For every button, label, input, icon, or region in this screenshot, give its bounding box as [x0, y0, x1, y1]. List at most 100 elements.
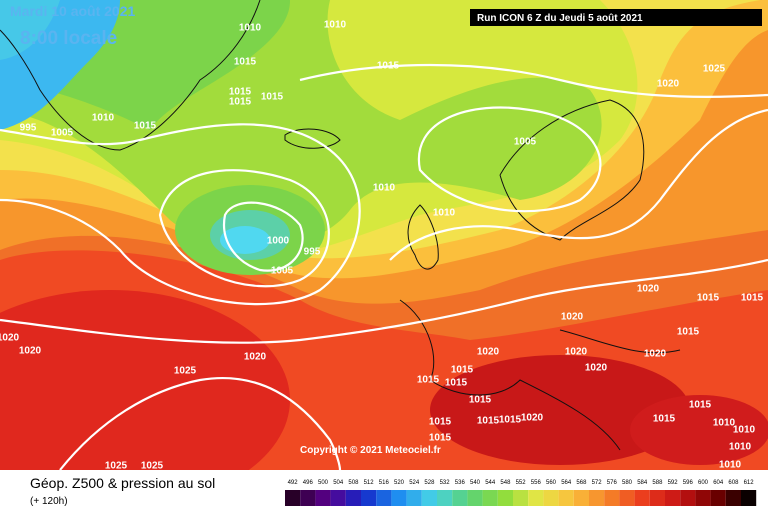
scale-label: 508 — [348, 480, 359, 486]
run: Run ICON 6 Z du Jeudi 5 août 2021 — [477, 13, 643, 24]
scale-label: 612 — [744, 480, 755, 486]
isobar-label: 1015 — [697, 293, 720, 304]
scale-swatch — [649, 490, 665, 506]
footer-title: Géop. Z500 & pression au sol — [30, 475, 215, 491]
scale-swatch — [741, 490, 757, 506]
isobar-label: 1020 — [0, 333, 20, 344]
isobar-label: 1020 — [477, 347, 500, 358]
isobar-label: 995 — [20, 123, 37, 134]
scale-label: 592 — [668, 480, 679, 486]
scale-swatch — [680, 490, 696, 506]
isobar-label: 1015 — [261, 92, 284, 103]
scale-swatch — [573, 490, 589, 506]
scale-swatch — [604, 490, 620, 506]
isobar-label: 1020 — [657, 79, 680, 90]
isobar-label: 1015 — [417, 375, 440, 386]
isobar-label: 1025 — [105, 461, 128, 472]
isobar-label: 1015 — [653, 414, 676, 425]
scale-label: 564 — [561, 480, 572, 486]
isobar-label: 1020 — [244, 352, 267, 363]
isobar-label: 1015 — [229, 87, 252, 98]
scale-swatch — [543, 490, 559, 506]
isobar-label: 1010 — [239, 23, 262, 34]
isobar-label: 1015 — [741, 293, 764, 304]
isobar-label: 1010 — [713, 418, 736, 429]
isobar-label: 1025 — [703, 64, 726, 75]
scale-swatch — [695, 490, 711, 506]
scale-label: 540 — [470, 480, 481, 486]
scale-swatch — [710, 490, 726, 506]
scale-swatch — [619, 490, 635, 506]
isobar-label: 1010 — [433, 208, 456, 219]
isobar-label: 1015 — [689, 400, 712, 411]
scale-swatch — [497, 490, 513, 506]
isobar-label: 1020 — [585, 363, 608, 374]
scale-label: 544 — [485, 480, 496, 486]
scale-label: 608 — [728, 480, 739, 486]
scale-swatch — [665, 490, 681, 506]
isobar-label: 1015 — [429, 433, 452, 444]
lead-time: (+ 120h) — [30, 496, 68, 507]
scale-label: 512 — [364, 480, 375, 486]
scale-label: 524 — [409, 480, 420, 486]
scale-label: 520 — [394, 480, 405, 486]
scale-label: 504 — [333, 480, 344, 486]
isobar-label: 1020 — [565, 347, 588, 358]
scale-label: 516 — [379, 480, 390, 486]
isobar-label: 1015 — [134, 121, 157, 132]
isobar-label: 1020 — [19, 346, 42, 357]
color-scale: 492 496 500 504 508 512 516 520 524 528 532 536 540 5… — [285, 480, 757, 506]
scale-label: 556 — [531, 480, 542, 486]
scale-label: 532 — [440, 480, 451, 486]
isobar-label: 1005 — [514, 137, 537, 148]
scale-label: 536 — [455, 480, 466, 486]
isobar-label: 1010 — [92, 113, 115, 124]
scale-label: 548 — [500, 480, 511, 486]
isobar-label: 1005 — [271, 266, 294, 277]
scale-swatch — [528, 490, 544, 506]
isobar-label: 1015 — [234, 57, 257, 68]
isobar-label: 1020 — [637, 284, 660, 295]
scale-swatch — [437, 490, 453, 506]
scale-swatch — [391, 490, 407, 506]
scale-label: 496 — [303, 480, 314, 486]
scale-label: 492 — [288, 480, 299, 486]
scale-swatch — [300, 490, 316, 506]
isobar-label: 1015 — [377, 61, 400, 72]
scale-swatch — [634, 490, 650, 506]
scale-label: 596 — [683, 480, 694, 486]
scale-label: 600 — [698, 480, 709, 486]
isobar-label: 1015 — [429, 417, 452, 428]
isobar-label: 1015 — [229, 97, 252, 108]
scale-swatch — [315, 490, 331, 506]
scale-label: 500 — [318, 480, 329, 486]
scale-swatch — [589, 490, 605, 506]
time: 8:00 locale — [20, 28, 117, 49]
scale-swatch — [452, 490, 468, 506]
run-box — [470, 9, 762, 26]
date: Mardi 10 août 2021 — [10, 3, 135, 19]
scale-label: 584 — [637, 480, 648, 486]
scale-label: 572 — [592, 480, 603, 486]
scale-label: 552 — [516, 480, 527, 486]
isobars — [0, 63, 768, 471]
isobar-label: 1025 — [141, 461, 164, 472]
scale-swatch — [513, 490, 529, 506]
isobar-label: 1010 — [729, 442, 752, 453]
isobar-label: 1015 — [469, 395, 492, 406]
scale-label: 568 — [576, 480, 587, 486]
isobar-label: 1015 — [445, 378, 468, 389]
scale-swatch — [482, 490, 498, 506]
scale-label: 560 — [546, 480, 557, 486]
scale-swatch — [421, 490, 437, 506]
scale-label: 528 — [424, 480, 435, 486]
scale-swatch — [558, 490, 574, 506]
isobar-label: 1020 — [644, 349, 667, 360]
isobar-label: 1015 — [477, 416, 500, 427]
copyright: Copyright © 2021 Meteociel.fr — [300, 445, 441, 456]
scale-swatch — [330, 490, 346, 506]
scale-swatch — [376, 490, 392, 506]
